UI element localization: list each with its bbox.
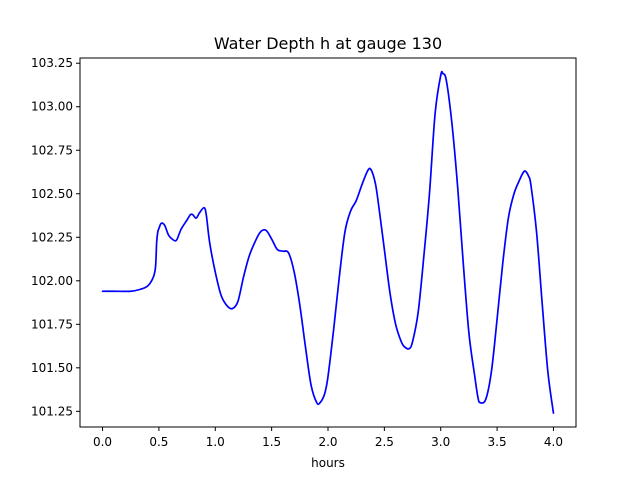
y-tick-label: 103.00: [31, 100, 73, 114]
y-tick-label: 101.25: [31, 404, 73, 418]
chart-title: Water Depth h at gauge 130: [214, 34, 442, 53]
x-tick-label: 2.5: [375, 435, 394, 449]
x-tick-label: 3.5: [488, 435, 507, 449]
y-tick-label: 102.50: [31, 187, 73, 201]
x-tick-label: 0.0: [93, 435, 112, 449]
series-line: [101, 70, 555, 414]
x-axis-label: hours: [311, 456, 345, 470]
x-tick-label: 2.0: [318, 435, 337, 449]
y-tick-label: 103.25: [31, 56, 73, 70]
y-tick-label: 101.50: [31, 361, 73, 375]
y-tick-label: 102.75: [31, 143, 73, 157]
x-tick-label: 1.5: [262, 435, 281, 449]
x-axis: 0.0 0.5 1.0 1.5 2.0 2.5 3.0 3.5 4.0: [93, 427, 563, 449]
x-tick-label: 1.0: [206, 435, 225, 449]
x-tick-label: 3.0: [431, 435, 450, 449]
x-tick-label: 0.5: [149, 435, 168, 449]
plot-background: [80, 58, 576, 427]
x-tick-label: 4.0: [544, 435, 563, 449]
y-tick-label: 102.00: [31, 274, 73, 288]
y-axis: 101.25 101.50 101.75 102.00 102.25 102.50 102.…: [31, 56, 80, 418]
y-tick-label: 101.75: [31, 317, 73, 331]
series-layer: [101, 70, 555, 414]
plot-area: [79, 57, 577, 428]
y-tick-label: 102.25: [31, 230, 73, 244]
